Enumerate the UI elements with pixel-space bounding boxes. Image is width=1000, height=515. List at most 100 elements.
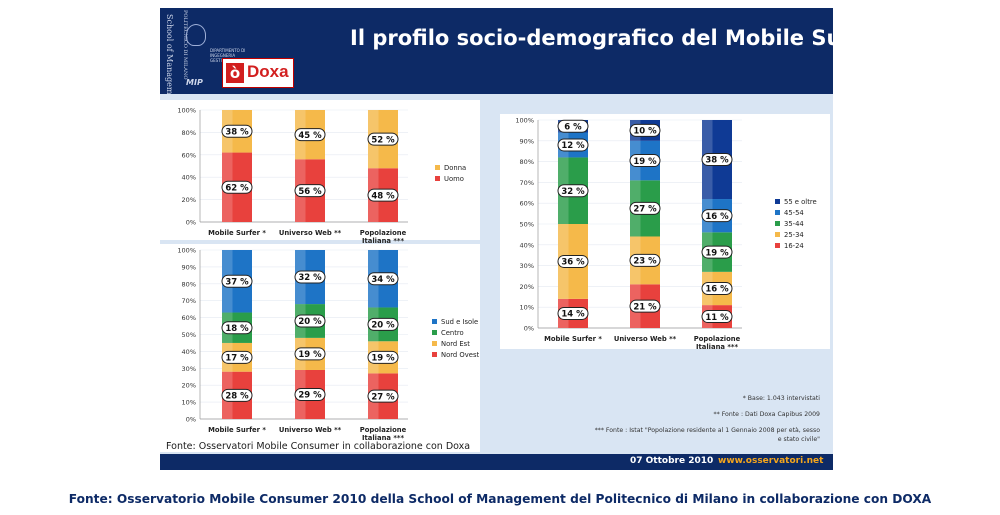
y-tick-label: 0% — [524, 325, 534, 333]
data-label-pill — [367, 188, 399, 202]
legend-swatch — [775, 232, 780, 237]
y-tick-label: 100% — [515, 117, 534, 125]
data-label-pill — [221, 124, 253, 138]
data-label-pill — [701, 310, 733, 324]
y-tick-label: 90% — [182, 263, 196, 271]
sidebar-branding: School of Management — [164, 14, 176, 108]
polimi-label: POLITECNICO DI MILANO — [182, 10, 188, 80]
footer-url[interactable]: www.osservatori.net — [718, 456, 824, 466]
y-tick-label: 80% — [182, 129, 196, 137]
data-label-pill — [701, 245, 733, 259]
data-label: 29 % — [298, 391, 322, 401]
data-label-pill — [557, 254, 589, 268]
legend-label: Centro — [441, 329, 464, 337]
data-label: 20 % — [371, 321, 395, 331]
y-tick-label: 70% — [520, 179, 534, 187]
legend-swatch — [432, 352, 437, 357]
data-label: 16 % — [705, 212, 729, 222]
legend-label: Sud e Isole — [441, 318, 478, 326]
category-label: Mobile Surfer * — [544, 335, 602, 343]
legend-swatch — [432, 341, 437, 346]
y-tick-label: 10% — [182, 399, 196, 407]
doxa-logo: ò Doxa — [222, 58, 294, 88]
mip-logo: MIP — [186, 78, 203, 87]
slide-footer: 07 Ottobre 2010 www.osservatori.net — [160, 454, 833, 470]
data-label: 19 % — [633, 157, 657, 167]
legend-swatch — [432, 319, 437, 324]
chart-1: 0% 20% 40% 60% 80% 100% 62 % 38 % Mobile Surfer … — [160, 100, 480, 245]
data-label-pill — [701, 281, 733, 295]
legend-label: 16-24 — [784, 242, 804, 250]
data-label: 23 % — [633, 257, 657, 267]
doxa-wordmark: Doxa — [247, 62, 289, 81]
data-label: 32 % — [298, 273, 322, 283]
y-tick-label: 30% — [520, 262, 534, 270]
y-tick-label: 20% — [520, 283, 534, 291]
data-label: 32 % — [561, 187, 585, 197]
footnote: * Base: 1.043 intervistati — [743, 395, 821, 402]
category-label: Universo Web ** — [614, 335, 677, 343]
slide-title: Il profilo socio-demografico del Mobile … — [350, 26, 886, 50]
y-tick-label: 100% — [177, 247, 196, 255]
data-label-pill — [294, 184, 326, 198]
y-tick-label: 0% — [186, 416, 196, 424]
chart-2: 0% 10% 20% 30% 40% 50% 60% 70% 80% 90% 100% 28 % 17 … — [160, 244, 480, 452]
polimi-emblem-icon — [186, 24, 206, 46]
legend-swatch — [435, 165, 440, 170]
y-tick-label: 90% — [520, 137, 534, 145]
category-label: Mobile Surfer * — [208, 229, 266, 237]
legend-label: 55 e oltre — [784, 198, 817, 206]
y-tick-label: 100% — [177, 107, 196, 115]
data-label: 20 % — [298, 317, 322, 327]
category-label: Italiana *** — [696, 343, 739, 351]
footnote: e stato civile" — [778, 436, 820, 443]
data-label: 6 % — [564, 122, 582, 132]
y-tick-label: 50% — [182, 331, 196, 339]
data-label-pill — [221, 388, 253, 402]
data-label-pill — [557, 306, 589, 320]
y-tick-label: 70% — [182, 297, 196, 305]
data-label-pill — [629, 253, 661, 267]
data-label: 10 % — [633, 127, 657, 137]
charts-svg: 0% 20% 40% 60% 80% 100% 62 % 38 % Mobile Surfer … — [160, 100, 830, 452]
data-label: 17 % — [225, 354, 249, 364]
y-tick-label: 40% — [182, 348, 196, 356]
data-label: 19 % — [705, 248, 729, 258]
legend-swatch — [775, 221, 780, 226]
data-label: 28 % — [225, 392, 249, 402]
data-label: 52 % — [371, 135, 395, 145]
data-label-pill — [629, 299, 661, 313]
legend-label: Nord Ovest — [441, 351, 479, 359]
footnote: *** Fonte : Istat "Popolazione residente… — [595, 426, 821, 434]
y-tick-label: 50% — [520, 221, 534, 229]
category-label: Mobile Surfer * — [208, 426, 266, 434]
data-label-pill — [701, 209, 733, 223]
y-tick-label: 60% — [182, 151, 196, 159]
y-tick-label: 40% — [182, 174, 196, 182]
y-tick-label: 80% — [182, 280, 196, 288]
data-label: 19 % — [298, 350, 322, 360]
data-label-pill — [294, 387, 326, 401]
source-note: Fonte: Osservatori Mobile Consumer in co… — [166, 441, 470, 452]
data-label-pill — [557, 184, 589, 198]
legend-label: Donna — [444, 164, 466, 172]
y-tick-label: 60% — [182, 314, 196, 322]
y-tick-label: 80% — [520, 158, 534, 166]
data-label-pill — [629, 201, 661, 215]
legend-swatch — [775, 243, 780, 248]
data-label: 12 % — [561, 141, 585, 151]
legend-label: 35-44 — [784, 220, 804, 228]
data-label: 38 % — [225, 127, 249, 137]
data-label-pill — [294, 314, 326, 328]
data-label: 21 % — [633, 302, 657, 312]
data-label-pill — [367, 272, 399, 286]
data-label: 48 % — [371, 191, 395, 201]
category-label: Popolazione — [694, 335, 741, 343]
data-label-pill — [557, 119, 589, 133]
data-label: 19 % — [371, 354, 395, 364]
data-label: 62 % — [225, 183, 249, 193]
data-label-pill — [294, 270, 326, 284]
legend-swatch — [432, 330, 437, 335]
footnote: ** Fonte : Dati Doxa Capibus 2009 — [714, 411, 821, 418]
slide: School of Management POLITECNICO DI MILA… — [160, 8, 886, 470]
